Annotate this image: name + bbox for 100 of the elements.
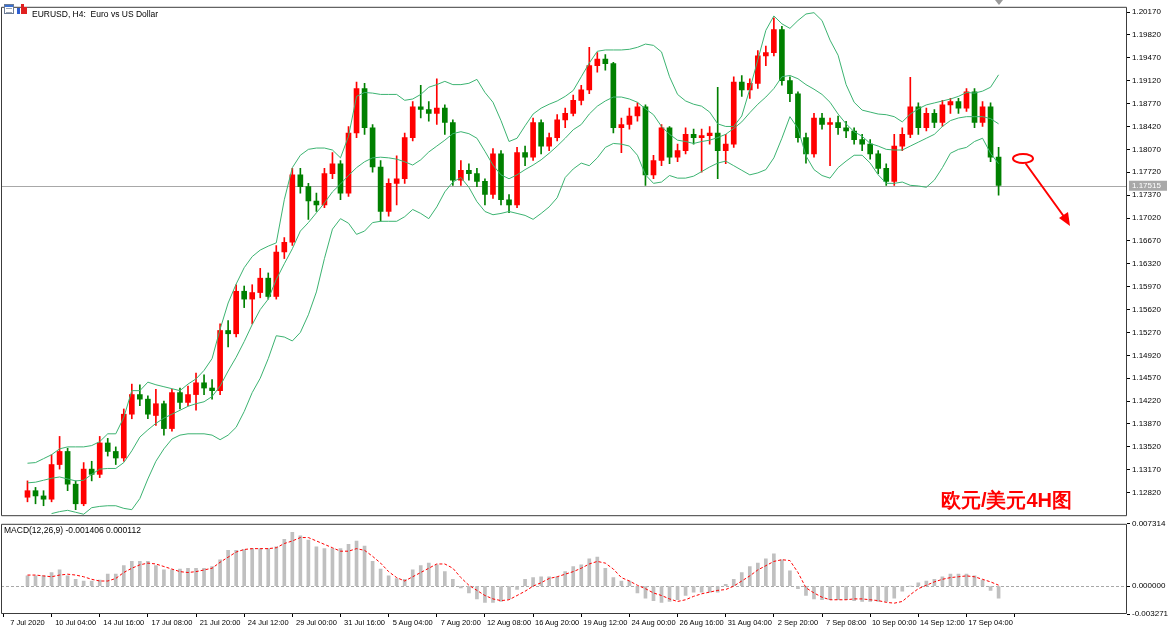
bar <box>563 571 568 586</box>
bar <box>812 586 816 600</box>
bar <box>764 558 768 586</box>
bar <box>772 553 776 586</box>
y-tick-label: 0.000000 <box>1132 581 1166 591</box>
y-tick-label: 1.18770 <box>1132 98 1162 108</box>
bar <box>844 586 848 601</box>
y-tick-label: 1.17020 <box>1132 213 1162 223</box>
line-series <box>26 537 1000 604</box>
bar <box>113 573 118 586</box>
bar <box>226 550 230 586</box>
y-tick-label: 1.19470 <box>1132 53 1162 63</box>
bar <box>892 586 897 599</box>
bar <box>467 586 471 594</box>
bar <box>836 586 840 601</box>
bar <box>860 586 864 602</box>
candlestick <box>249 284 256 325</box>
bar <box>587 558 592 586</box>
bar <box>194 567 198 586</box>
bar <box>410 569 415 586</box>
bar <box>571 566 576 586</box>
bar <box>515 586 519 590</box>
bar <box>755 562 760 586</box>
bar <box>499 586 503 602</box>
bar <box>531 577 535 586</box>
y-tick-label: 1.14920 <box>1132 350 1162 360</box>
y-tick-label: 1.16320 <box>1132 258 1162 268</box>
y-tick-label: 0.007314 <box>1132 519 1166 528</box>
bar <box>242 549 247 586</box>
y-tick-label: 1.15620 <box>1132 304 1162 314</box>
candlestick <box>225 320 231 348</box>
y-tick-label: 1.13520 <box>1132 442 1162 452</box>
bar <box>852 586 856 601</box>
chart-title: MACD(12,26,9) -0.001406 0.000112 <box>4 525 142 536</box>
bar <box>507 586 511 600</box>
bar <box>89 580 94 586</box>
bar <box>731 578 736 586</box>
y-tick-label: 1.20170 <box>1132 7 1162 17</box>
bar <box>579 564 584 586</box>
bar <box>539 576 543 586</box>
y-tick-label: 1.15270 <box>1132 327 1162 337</box>
bar <box>138 561 142 586</box>
bar <box>876 586 881 602</box>
bar <box>418 565 423 586</box>
y-tick-label: 1.16670 <box>1132 236 1162 246</box>
candlestick <box>827 117 833 167</box>
y-tick-label: 1.13870 <box>1132 419 1162 429</box>
bar <box>274 546 279 586</box>
y-tick-label: 1.14220 <box>1132 396 1162 406</box>
y-tick-label: 1.12820 <box>1132 487 1162 497</box>
candlestick <box>433 78 440 125</box>
bar <box>739 572 744 586</box>
bar <box>828 586 832 601</box>
bar <box>820 586 824 601</box>
bar <box>491 586 495 603</box>
bar <box>186 567 190 586</box>
y-tick-label: 1.19820 <box>1132 30 1162 40</box>
ref-line-label: 1.17515 <box>1132 180 1162 190</box>
bar <box>250 548 255 586</box>
bar <box>796 586 800 590</box>
bar <box>426 562 431 586</box>
y-tick-label: 1.17720 <box>1132 167 1162 177</box>
bar <box>210 566 214 586</box>
bar <box>595 556 600 586</box>
bar <box>451 578 455 586</box>
bar <box>442 571 447 586</box>
bar <box>916 582 921 586</box>
bar <box>178 568 182 586</box>
bar <box>788 570 792 586</box>
chart-title: EURUSD, H4: Euro vs US Dollar <box>32 9 159 20</box>
bar <box>434 564 439 586</box>
bar <box>282 538 287 586</box>
bar <box>523 578 527 586</box>
candlestick <box>466 163 472 181</box>
bar <box>170 569 174 586</box>
bar <box>129 561 134 586</box>
bar <box>483 586 487 603</box>
y-tick-label: 1.13170 <box>1132 464 1162 474</box>
y-tick-label: 1.17370 <box>1132 190 1162 200</box>
bar <box>162 569 166 586</box>
bar <box>202 567 206 586</box>
bar <box>884 586 889 602</box>
y-tick-label: 1.19120 <box>1132 75 1162 85</box>
candlestick <box>417 84 424 119</box>
bar <box>988 586 993 591</box>
y-tick-label: -0.003271 <box>1132 609 1169 619</box>
bar <box>234 550 238 586</box>
candlestick <box>425 101 432 122</box>
y-tick-label: 1.18420 <box>1132 121 1162 131</box>
bar <box>900 586 905 592</box>
bar <box>804 586 808 596</box>
annotation: 欧元/美元4H图 <box>940 488 1072 511</box>
bar <box>218 559 222 586</box>
bar <box>868 586 873 602</box>
y-tick-label: 1.18070 <box>1132 144 1162 154</box>
bar <box>747 566 752 586</box>
bar <box>780 559 784 586</box>
candlestick <box>763 45 769 66</box>
bar <box>105 573 110 586</box>
bar <box>266 548 271 586</box>
